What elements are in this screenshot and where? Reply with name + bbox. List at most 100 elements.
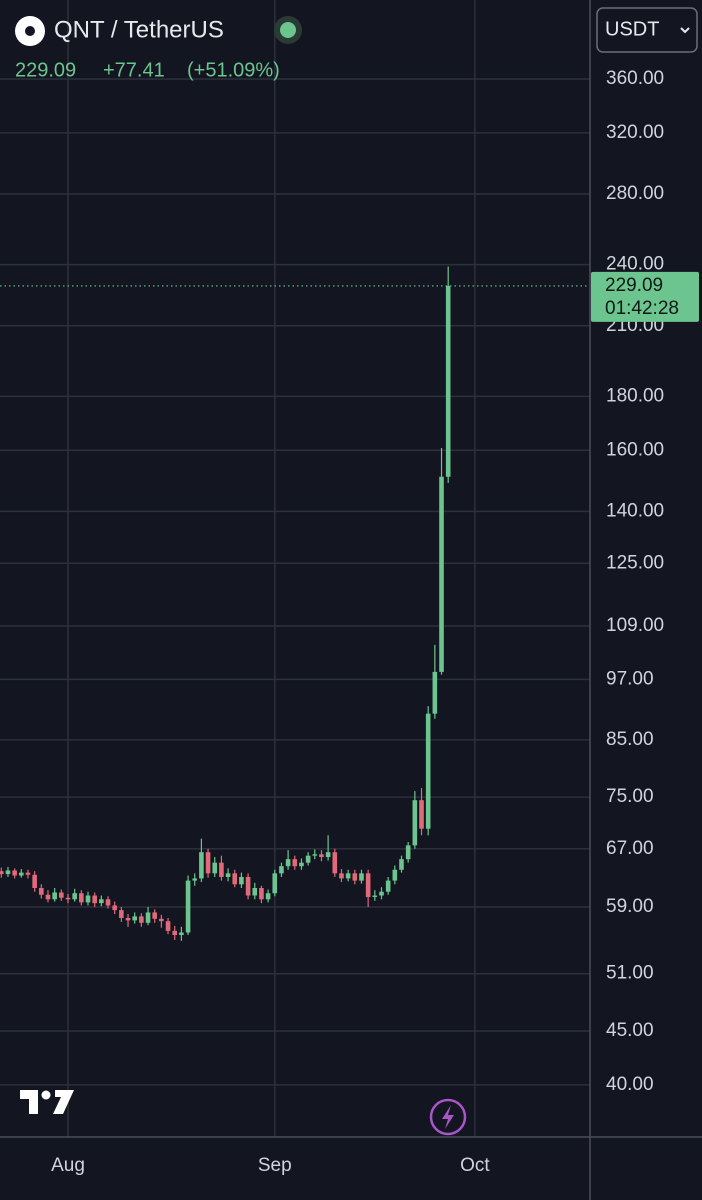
y-tick-label: 67.00	[606, 838, 654, 859]
y-axis: 360.00320.00280.00240.00210.00180.00160.…	[591, 68, 699, 1095]
candle-body	[345, 873, 351, 879]
candle-body	[239, 876, 244, 885]
price-change-pct: (+51.09%)	[187, 59, 280, 81]
candle-body	[32, 874, 37, 888]
candle-body	[212, 862, 218, 874]
candle-body	[199, 852, 204, 879]
last-price: 229.09	[15, 59, 76, 81]
y-tick-label: 360.00	[606, 68, 664, 89]
candle-body	[39, 887, 44, 895]
candle-body	[272, 873, 278, 894]
candle-body	[19, 872, 24, 876]
lightning-button[interactable]	[429, 1098, 467, 1136]
candle-body	[325, 852, 331, 858]
candle-body	[72, 893, 77, 900]
candle-body	[25, 872, 31, 875]
x-tick-label: Sep	[258, 1155, 292, 1176]
candle-body	[399, 859, 404, 870]
currency-selector[interactable]	[596, 7, 698, 53]
candle-body	[5, 870, 11, 875]
dropdown-arrow[interactable]	[680, 27, 690, 34]
candle-body	[145, 912, 151, 923]
candle-body	[352, 873, 358, 881]
candle-body	[159, 918, 164, 922]
candle-body	[105, 899, 111, 906]
candle-body	[259, 887, 264, 900]
candle-body	[165, 921, 171, 931]
y-tick-label: 180.00	[606, 385, 664, 406]
candle-body	[339, 873, 344, 879]
candle-body	[179, 932, 184, 935]
y-tick-label: 40.00	[606, 1074, 654, 1095]
coin-icon-detail	[25, 26, 35, 36]
grid	[0, 0, 590, 1137]
candle-body	[225, 873, 231, 877]
candle-body	[99, 899, 104, 904]
y-tick-label: 240.00	[606, 254, 664, 275]
candle-body	[279, 866, 284, 874]
y-tick-label: 320.00	[606, 122, 664, 143]
candle-body	[405, 845, 411, 860]
y-tick-label: 109.00	[606, 615, 664, 636]
candle-body	[359, 873, 364, 881]
x-axis: Aug Sep Oct	[51, 1155, 490, 1176]
y-tick-label: 85.00	[606, 729, 654, 750]
chart-title: QNT / TetherUS	[54, 16, 224, 43]
x-tick-label: Oct	[460, 1155, 490, 1176]
candle-body	[425, 713, 431, 829]
candle-body	[85, 895, 91, 903]
candle-body	[265, 893, 271, 900]
candle-body	[185, 880, 191, 933]
candle-body	[252, 887, 258, 896]
candle-body	[412, 800, 418, 846]
status-dot	[280, 22, 296, 38]
candle-body	[305, 855, 311, 863]
candle-body	[445, 285, 451, 477]
y-tick-label: 160.00	[606, 439, 664, 460]
y-tick-label: 125.00	[606, 552, 664, 573]
candle-body	[52, 892, 57, 900]
y-tick-label: 75.00	[606, 786, 654, 807]
logo	[20, 1090, 74, 1114]
price-tag	[591, 271, 699, 322]
candle-body	[332, 852, 338, 874]
candle-body	[45, 894, 51, 900]
candle-body	[92, 895, 97, 904]
candles	[0, 266, 590, 941]
candle-body	[172, 930, 178, 935]
candle-body	[205, 852, 211, 874]
price-tag-countdown: 01:42:28	[605, 298, 679, 319]
candle-body	[112, 905, 117, 911]
candle-body	[0, 871, 4, 875]
candle-body	[139, 916, 144, 923]
candle-body	[385, 880, 391, 892]
candle-body	[125, 917, 131, 921]
candle-body	[79, 893, 84, 903]
price-tag-value: 229.09	[605, 275, 663, 296]
candle-body	[285, 859, 291, 867]
candle-body	[392, 869, 398, 881]
x-tick-label: Aug	[51, 1155, 85, 1176]
candle-body	[419, 800, 424, 829]
candle-body	[379, 891, 384, 896]
candle-body	[245, 876, 251, 896]
y-tick-label: 51.00	[606, 963, 654, 984]
price-change: +77.41	[103, 59, 165, 81]
candle-body	[365, 873, 371, 898]
candle-body	[299, 862, 304, 867]
candle-body	[232, 873, 238, 885]
y-tick-label: 45.00	[606, 1020, 654, 1041]
candle-body	[192, 878, 198, 881]
y-tick-label: 97.00	[606, 668, 654, 689]
candle-body	[59, 892, 64, 898]
candle-body	[319, 854, 324, 858]
candle-body	[132, 916, 137, 921]
y-tick-label: 280.00	[606, 183, 664, 204]
candle-body	[219, 862, 224, 877]
candle-body	[152, 912, 158, 919]
currency-label[interactable]: USDT	[605, 18, 659, 40]
candle-body	[439, 476, 444, 672]
